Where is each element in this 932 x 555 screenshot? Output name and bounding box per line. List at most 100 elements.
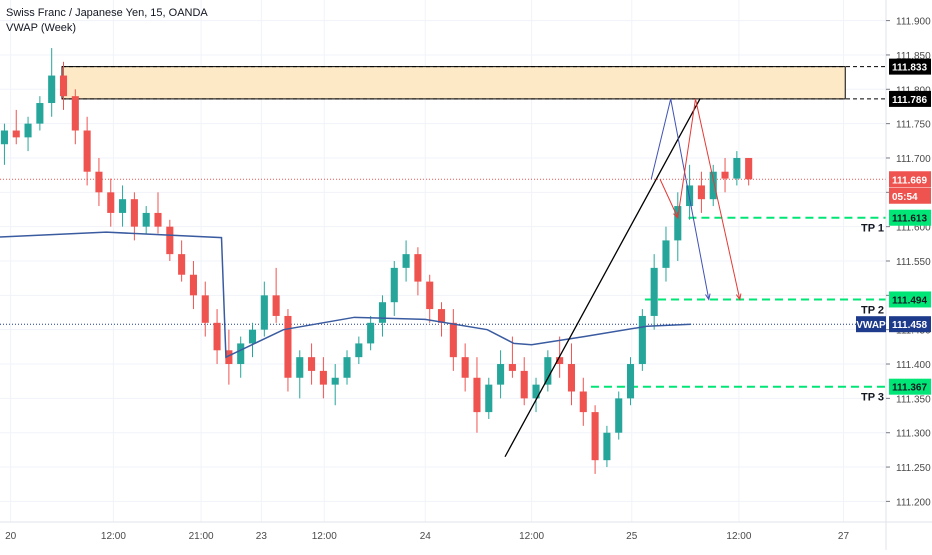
candle-body [71,96,79,131]
price-marker-box [889,187,931,204]
vwap-tag-label: VWAP [856,320,886,331]
candle-body [437,309,446,323]
x-tick-label: 24 [420,531,432,542]
candle-body [260,295,268,330]
candle-body [296,357,304,378]
tp-label: TP 3 [861,392,884,404]
price-marker-label: 111.367 [892,383,927,394]
candle-body [308,357,316,371]
projection-path-red [659,98,741,300]
candle-body [272,295,280,316]
vwap-line [0,231,692,359]
candle-body [674,206,682,241]
x-tick-label: 25 [626,531,638,542]
candle-body [107,192,115,213]
candle-body [473,377,481,413]
price-marker-label: 111.833 [892,63,927,74]
candle-body [615,398,623,433]
price-marker-box [889,58,931,75]
resistance-zone [61,66,886,100]
candle-body [201,295,209,323]
projection-path-blue [650,98,710,300]
x-tick-label: 12:00 [101,531,126,542]
candle-body [48,75,56,104]
candle-body [95,171,103,193]
price-marker-label: 111.458 [892,320,927,331]
candle-body [24,123,32,138]
candle-body [485,384,493,413]
x-tick-label: 12:00 [519,531,544,542]
y-tick-label: 111.550 [896,257,931,268]
x-tick-label: 12:00 [726,531,751,542]
candle-body [556,357,564,365]
candle-body [248,329,257,344]
symbol-title: Swiss Franc / Japanese Yen, 15, OANDA [6,7,208,19]
y-tick-label: 111.200 [896,497,931,508]
candle-body [532,384,540,399]
candle-body [591,412,599,461]
price-marker-box [889,209,931,226]
y-tick-label: 111.750 [896,120,931,131]
x-tick-label: 21:00 [189,531,214,542]
candle-body [130,199,138,227]
y-tick-label: 111.850 [896,51,931,62]
candle-body [166,226,174,255]
candle-body [426,281,434,310]
candle-body [343,357,351,378]
vwap-tag-box [856,316,886,333]
candle-body [697,185,705,200]
candle-body [189,274,197,296]
candle-body [745,157,753,180]
tp-label: TP 2 [861,304,884,316]
candle-body [603,432,611,461]
candle-body [319,370,327,385]
price-marker-label: 111.494 [892,295,927,306]
price-marker-label: 111.613 [892,214,927,225]
x-tick-label: 27 [838,531,850,542]
candle-body [142,212,150,227]
price-marker-box [889,316,931,333]
candle-body [567,364,576,392]
projection-arrowhead [673,211,679,219]
overlays [0,98,742,458]
trendline [504,98,701,458]
candle-body [497,364,505,385]
candle-body [119,199,127,213]
candle-body [390,267,398,303]
price-marker-box [889,171,931,188]
x-tick-label: 12:00 [312,531,337,542]
candle-body [662,240,670,268]
x-tick-label: 20 [5,531,17,542]
candle-body [59,75,68,97]
candle-body [0,130,8,145]
y-tick-label: 111.250 [896,463,931,474]
price-marker-label: 05:54 [892,192,918,203]
x-tick-label: 23 [256,531,268,542]
price-marker-box [889,90,931,107]
y-tick-label: 111.350 [896,394,931,405]
candle-body [178,254,186,275]
candle-body [83,130,91,172]
candle-body [237,343,245,365]
candle-body [12,130,20,138]
candle-body [449,322,457,358]
price-marker-box [889,291,931,308]
candle-body [650,267,658,316]
resistance-zone-box [61,66,846,100]
grid [0,0,886,522]
candle-body [402,254,410,268]
candle-body [579,391,587,413]
y-tick-label: 111.400 [896,360,931,371]
candle-body [508,364,516,371]
price-marker-label: 111.786 [892,95,927,106]
projection-arrowhead [735,293,742,301]
candle-body [331,377,339,385]
y-tick-label: 111.800 [896,85,931,96]
candle-body [626,364,635,399]
y-tick-label: 111.900 [896,17,931,28]
candle-body [378,302,387,323]
indicator-label: VWAP (Week) [6,22,77,34]
projection-arrowhead [705,293,711,301]
